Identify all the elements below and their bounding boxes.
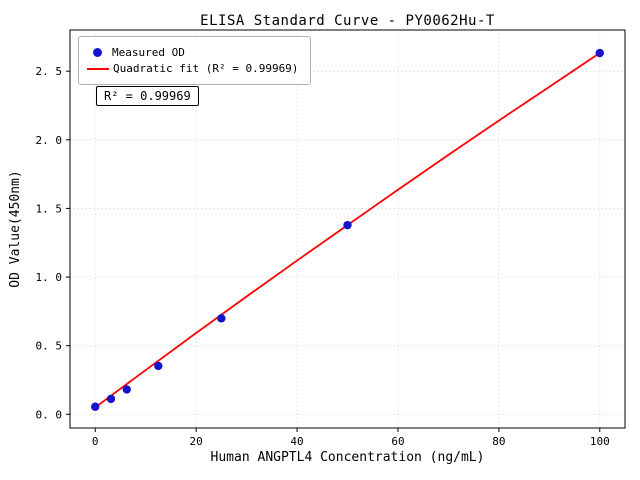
x-axis-label: Human ANGPTL4 Concentration (ng/mL)	[210, 450, 485, 465]
data-point	[122, 385, 131, 394]
y-tick-label: 2. 5	[36, 65, 63, 78]
legend-label-measured-od: Measured OD	[112, 46, 185, 59]
y-tick-label: 1. 0	[36, 271, 63, 284]
data-point	[91, 402, 100, 411]
y-axis-label: OD Value(450nm)	[8, 170, 23, 288]
x-tick-label: 80	[492, 435, 505, 448]
legend-item-measured-od: Measured OD	[89, 46, 298, 59]
x-tick-label: 0	[92, 435, 99, 448]
legend: Measured OD Quadratic fit (R² = 0.99969)	[78, 36, 312, 85]
line-marker-icon	[87, 67, 109, 70]
data-point	[217, 314, 226, 323]
data-point	[595, 48, 604, 58]
y-tick-label: 0. 0	[36, 408, 63, 421]
x-tick-label: 100	[590, 435, 610, 448]
data-point	[106, 394, 116, 404]
legend-item-quadratic-fit: Quadratic fit (R² = 0.99969)	[87, 62, 299, 75]
r-squared-annotation: R² = 0.99969	[96, 86, 199, 106]
chart-title: ELISA Standard Curve - PY0062Hu-T	[200, 13, 495, 29]
data-point	[343, 220, 352, 230]
legend-label-quadratic-fit: Quadratic fit (R² = 0.99969)	[113, 62, 299, 75]
y-tick-label: 1. 5	[36, 202, 63, 215]
x-tick-label: 60	[391, 435, 404, 448]
x-tick-label: 40	[290, 435, 303, 448]
y-tick-label: 0. 5	[36, 340, 63, 353]
scatter-marker-icon	[93, 48, 102, 57]
plot-border	[69, 29, 626, 429]
y-tick-label: 2. 0	[36, 134, 63, 147]
data-point	[154, 361, 163, 371]
x-tick-label: 20	[190, 435, 203, 448]
